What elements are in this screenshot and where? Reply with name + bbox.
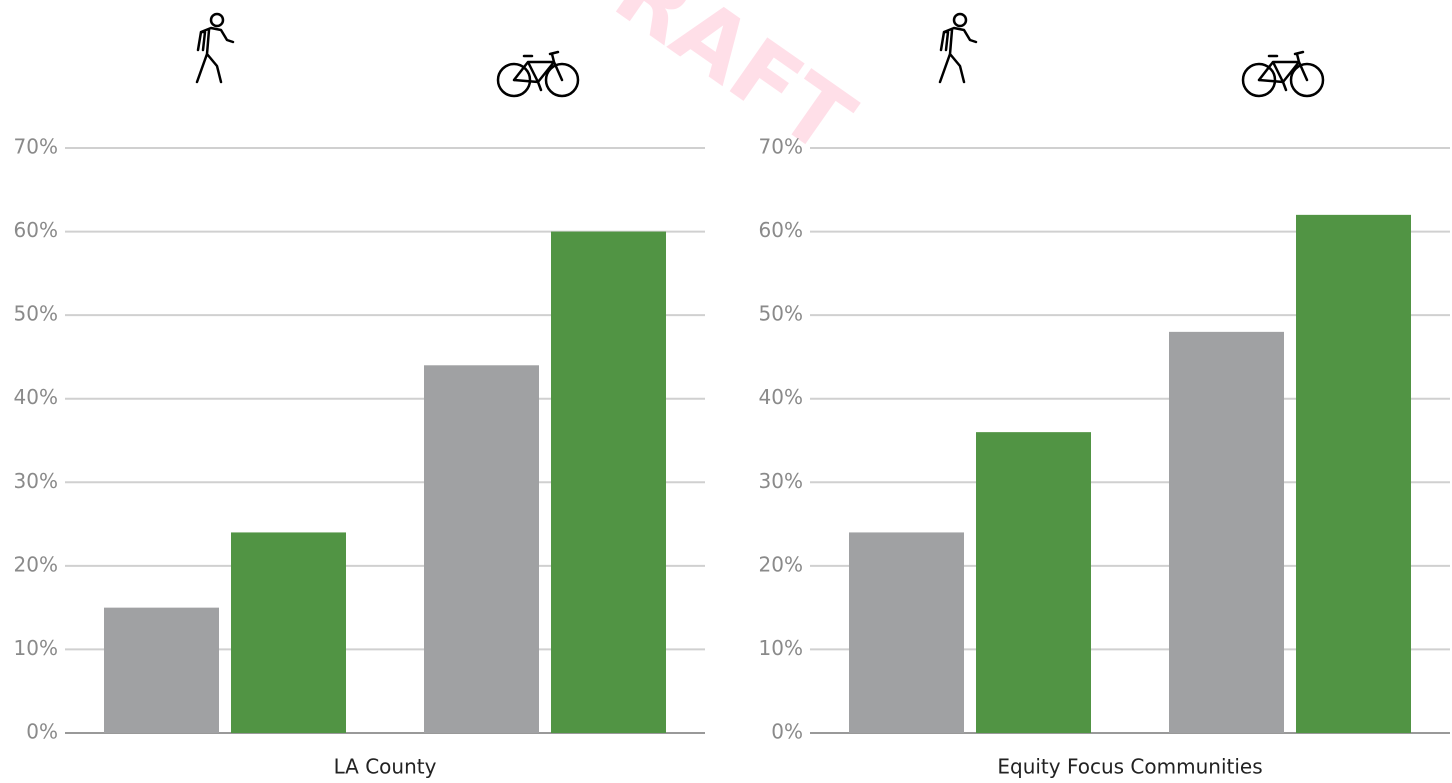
y-tick-label: 10% [759, 636, 803, 660]
bar [104, 607, 219, 733]
x-axis-label: Equity Focus Communities [997, 755, 1262, 779]
bar [1296, 214, 1411, 733]
bike-icon [496, 50, 580, 98]
y-tick-label: 70% [759, 135, 803, 159]
bar [424, 365, 539, 733]
y-tick-label: 60% [759, 218, 803, 242]
y-tick-label: 20% [14, 552, 58, 576]
y-tick-label: 50% [759, 302, 803, 326]
y-tick-label: 20% [759, 552, 803, 576]
walk-icon [195, 12, 235, 84]
y-tick-label: 60% [14, 218, 58, 242]
y-tick-label: 50% [14, 302, 58, 326]
bar [551, 231, 666, 734]
y-tick-label: 30% [759, 469, 803, 493]
bike-icon [1241, 50, 1325, 98]
y-tick-label: 0% [771, 720, 803, 744]
walk-icon [938, 12, 978, 84]
y-tick-label: 40% [759, 385, 803, 409]
y-tick-label: 10% [14, 636, 58, 660]
bar [231, 532, 346, 733]
y-tick-label: 0% [26, 720, 58, 744]
bar [976, 432, 1091, 733]
y-tick-label: 40% [14, 385, 58, 409]
x-axis-label: LA County [334, 755, 437, 779]
y-tick-label: 30% [14, 469, 58, 493]
bar [1169, 331, 1284, 733]
y-tick-label: 70% [14, 135, 58, 159]
bar [849, 532, 964, 733]
